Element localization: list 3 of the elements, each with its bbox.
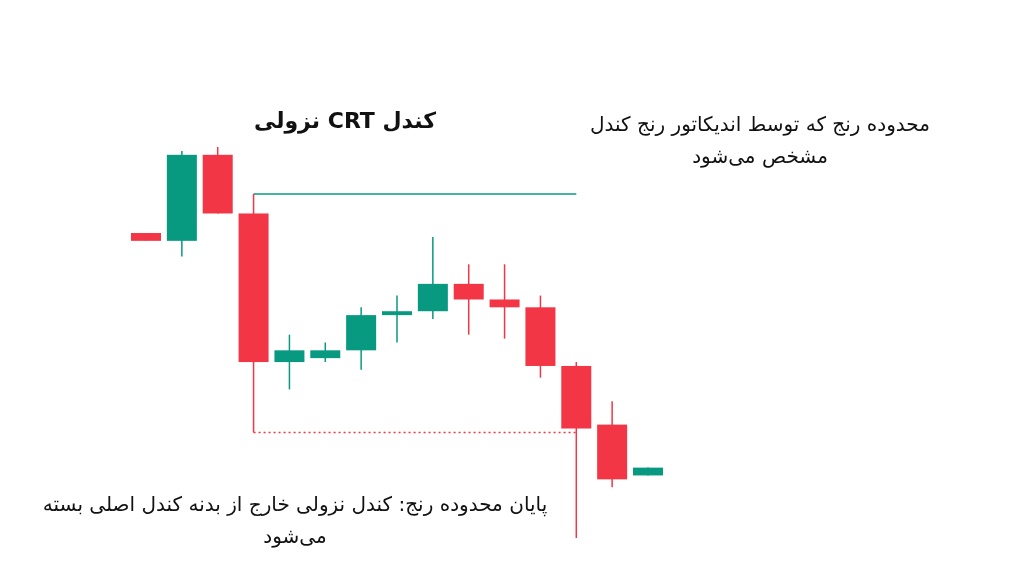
- annotation: پایان محدوده رنج: کندل نزولی خارج از بدنه کندل اصلی بسته می‌شود: [41, 491, 549, 550]
- chart-title: کندل CRT نزولی: [252, 108, 438, 133]
- annotation: محدوده رنج که توسط اندیکاتور رنج کندل مشخص می‌شود: [589, 111, 931, 170]
